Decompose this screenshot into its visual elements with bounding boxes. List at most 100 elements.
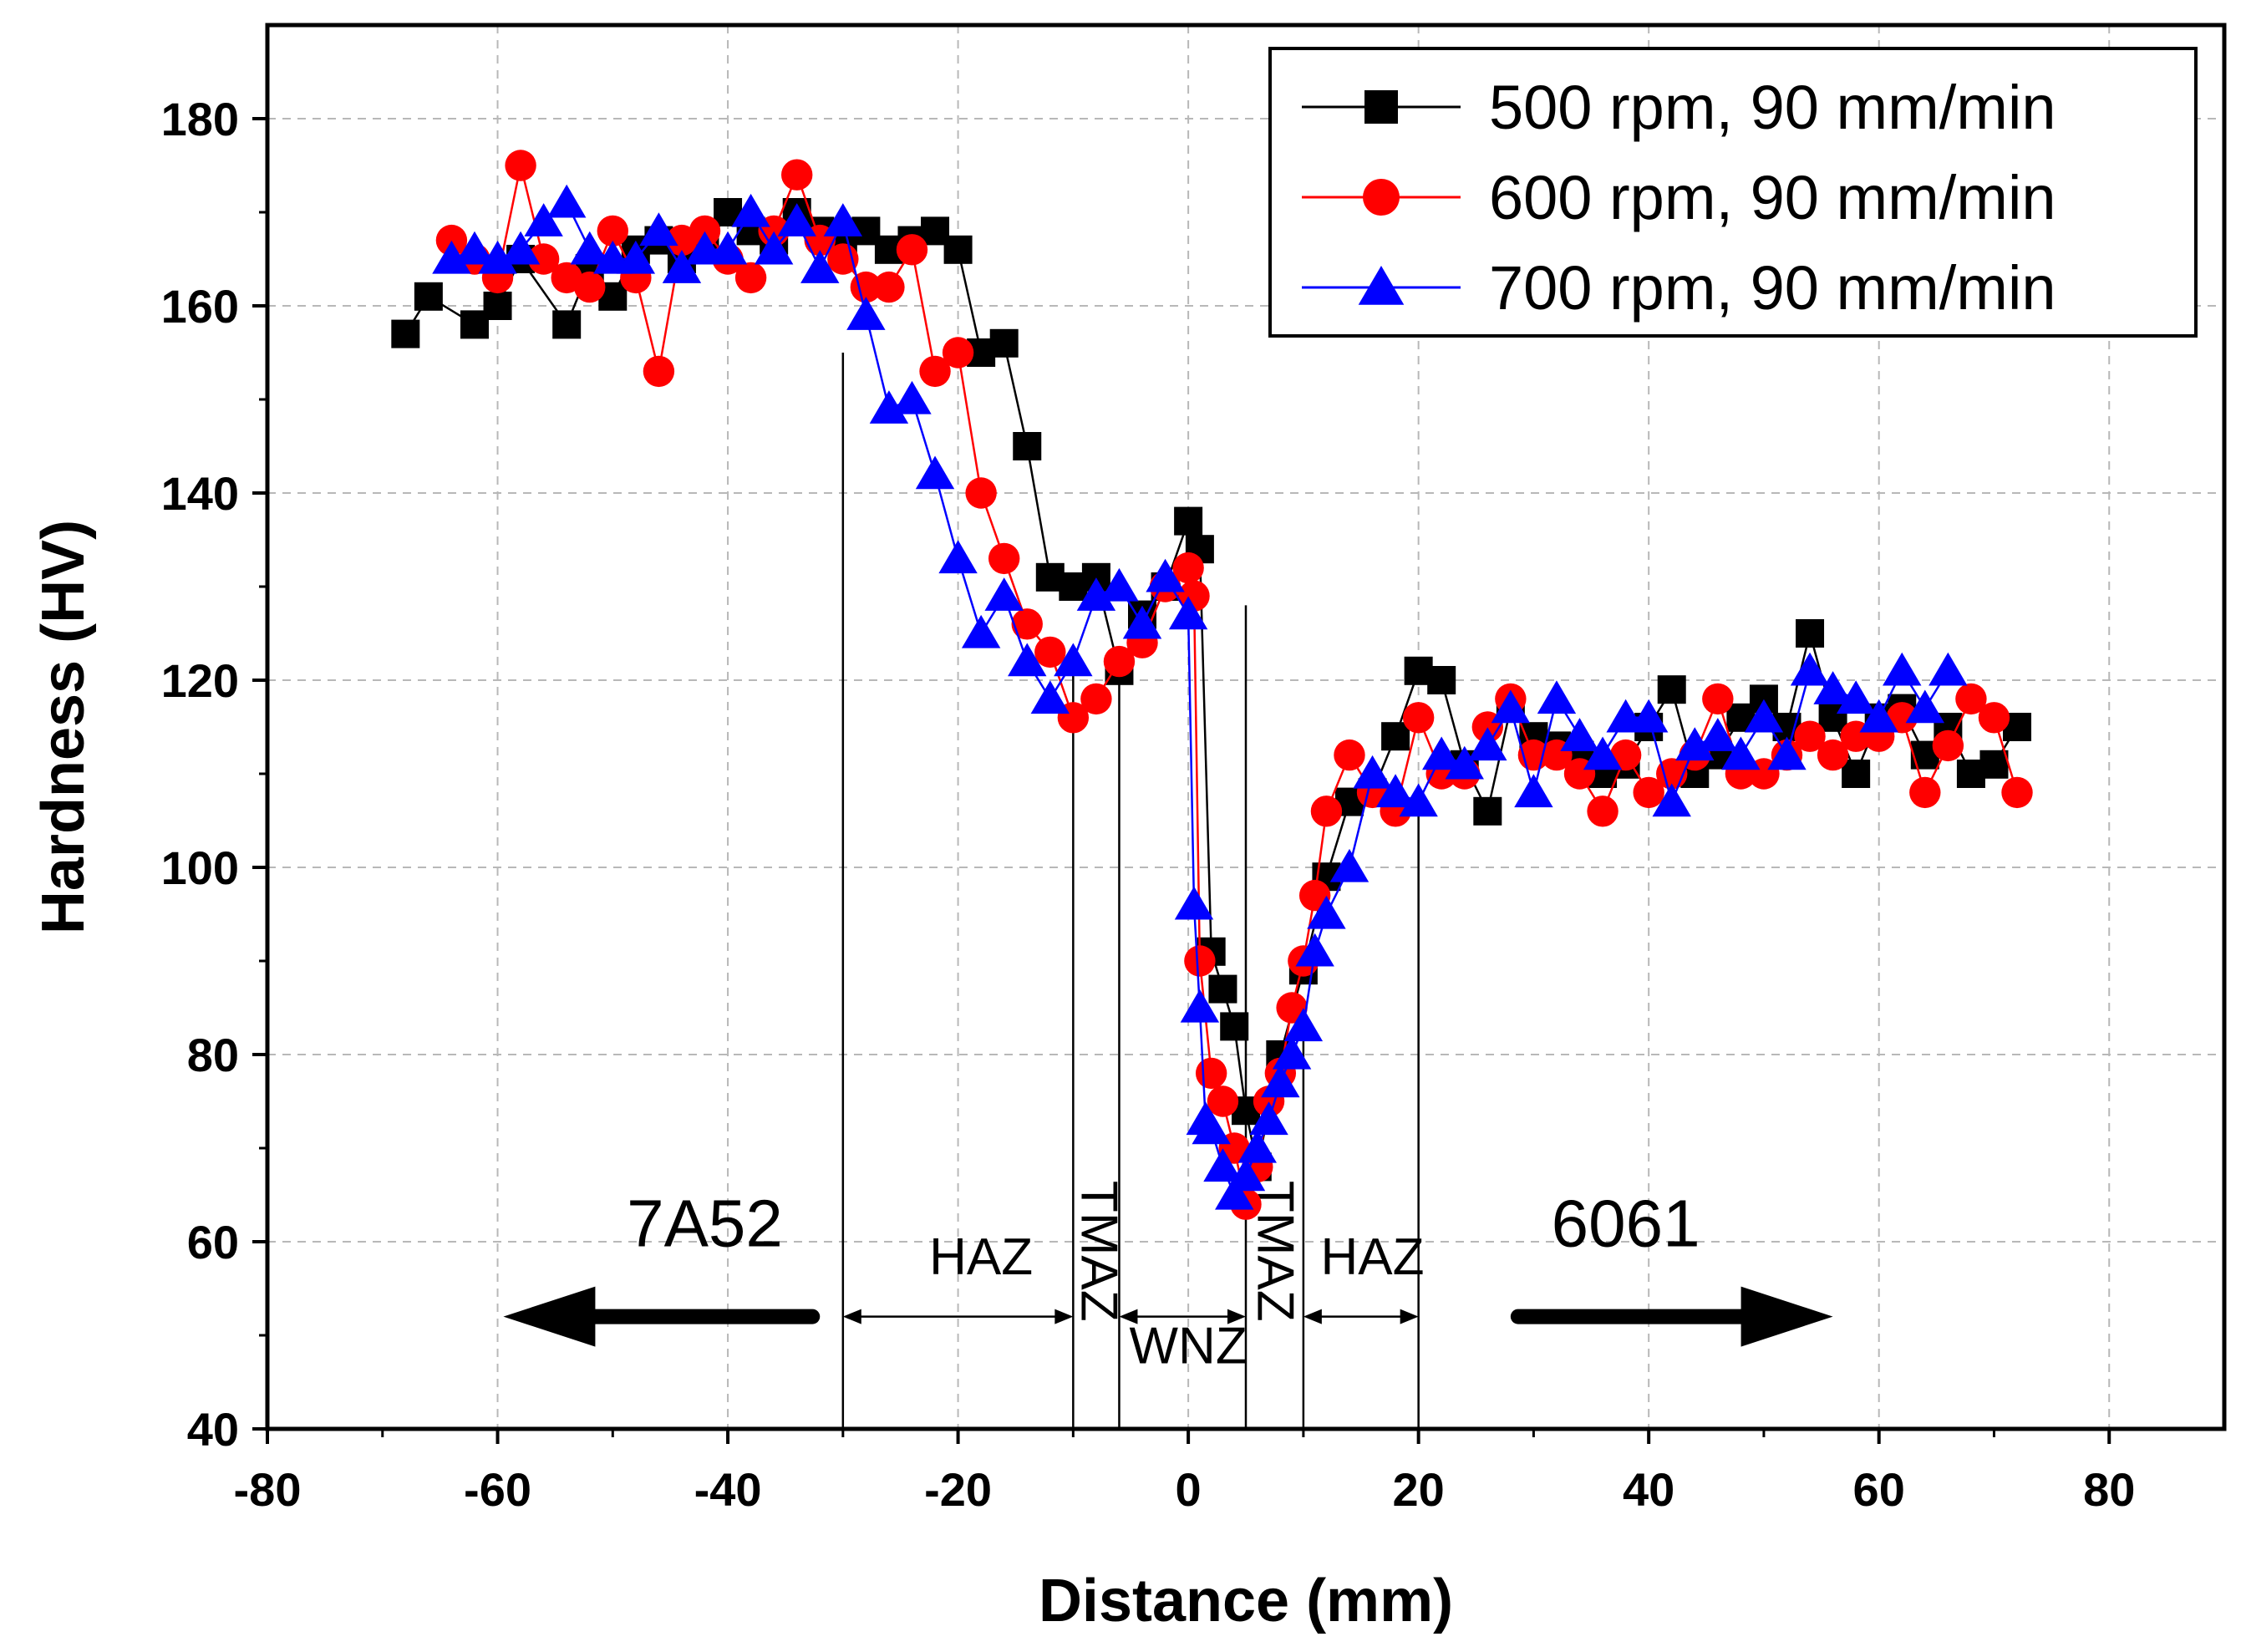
data-point (731, 193, 770, 227)
plot-frame (265, 23, 2227, 1431)
data-point (1207, 1085, 1239, 1117)
data-point (1796, 619, 1825, 648)
material-arrow-shaft (1510, 1309, 1758, 1324)
x-tick-label: 60 (1853, 1463, 1905, 1516)
legend-entry-2: 600 rpm, 90 mm/min (1302, 163, 2056, 232)
data-point (1272, 1035, 1312, 1070)
data-point (1794, 720, 1826, 752)
data-point (478, 240, 517, 274)
material-left-arrow (503, 1286, 821, 1347)
axis-ticks: -80 -60 -40 -20 0 20 40 60 80 40 60 80 100 120 140 160 1… (161, 93, 2136, 1516)
data-point (1192, 1111, 1231, 1145)
data-point (689, 215, 721, 247)
y-tick-label: 100 (161, 841, 239, 894)
data-point (1514, 774, 1553, 808)
y-axis-title: Hardness (HV) (30, 520, 97, 934)
data-point (662, 250, 702, 283)
data-point (1702, 683, 1734, 715)
tmaz-left-label: TMAZ (1070, 1181, 1128, 1322)
zone-arrow-head-right (1054, 1309, 1074, 1324)
data-point (501, 231, 541, 265)
data-point (1698, 718, 1738, 751)
data-point (552, 310, 582, 339)
data-point (1560, 718, 1599, 751)
data-point (1122, 605, 1162, 639)
legend-marker (1363, 179, 1400, 216)
data-point (915, 455, 955, 490)
data-point (1353, 755, 1392, 789)
zone-arrow-head-left (1119, 1309, 1138, 1324)
data-point (1468, 727, 1507, 761)
data-point (1100, 567, 1139, 602)
data-point (616, 240, 656, 274)
legend-label: 600 rpm, 90 mm/min (1489, 163, 2056, 232)
data-point (1249, 1101, 1288, 1136)
data-point (1399, 783, 1438, 817)
legend-entry-3: 700 rpm, 90 mm/min (1302, 253, 2056, 323)
data-point (800, 250, 840, 283)
data-point (1633, 776, 1664, 809)
data-point (1168, 596, 1208, 630)
data-point (1978, 702, 2010, 734)
data-point (781, 159, 813, 191)
data-point (1909, 776, 1941, 809)
zone-arrow-head-right (1227, 1309, 1246, 1324)
data-point (1537, 680, 1577, 714)
data-point (432, 240, 471, 274)
data-point (1790, 652, 1830, 686)
data-point (1583, 736, 1623, 770)
x-axis-title: Distance (mm) (1039, 1568, 1453, 1634)
y-tick-label: 80 (187, 1029, 239, 1081)
x-tick-label: -80 (234, 1463, 302, 1516)
data-point (943, 235, 973, 264)
y-tick-label: 120 (161, 654, 239, 707)
data-point (1905, 689, 1945, 724)
data-point (1180, 989, 1220, 1023)
legend: 500 rpm, 90 mm/min 600 rpm, 90 mm/min 700 … (1268, 47, 2198, 338)
legend-marker (1358, 266, 1405, 305)
data-point (1172, 552, 1204, 584)
data-point (2001, 776, 2033, 809)
material-left-label: 7A52 (627, 1187, 783, 1261)
data-point (1307, 895, 1346, 929)
data-point (1080, 683, 1112, 715)
data-point (754, 231, 794, 265)
haz-left-label: HAZ (929, 1228, 1033, 1286)
haz-right-arrow (1303, 1309, 1419, 1324)
data-point (942, 337, 974, 369)
wnz-arrow (1119, 1309, 1246, 1324)
zone-arrow-head-left (1303, 1309, 1322, 1324)
data-point (892, 380, 932, 414)
data-point (823, 203, 863, 236)
data-point (1721, 736, 1761, 770)
data-point (1813, 671, 1852, 704)
data-point (1473, 796, 1502, 826)
data-point (1208, 974, 1237, 1004)
legend-label: 500 rpm, 90 mm/min (1489, 73, 2056, 142)
data-point (570, 231, 609, 265)
data-point (1034, 636, 1066, 668)
y-tick-label: 40 (187, 1403, 239, 1456)
data-point (1883, 652, 1922, 686)
y-tick-label: 140 (161, 467, 239, 520)
data-point (1427, 666, 1456, 694)
data-point (1375, 774, 1415, 808)
data-point (919, 355, 951, 388)
x-tick-label: 0 (1176, 1463, 1202, 1516)
data-point (455, 231, 495, 265)
data-point (873, 271, 905, 303)
data-point (869, 390, 909, 424)
data-point (1054, 643, 1093, 677)
data-point (639, 212, 678, 247)
data-point (961, 614, 1001, 648)
data-point (965, 477, 997, 509)
data-point (1076, 577, 1116, 611)
data-point (1237, 1129, 1277, 1163)
data-point (435, 224, 468, 257)
material-arrow-shaft (578, 1309, 821, 1324)
data-point (1008, 643, 1047, 677)
x-tick-label: -20 (924, 1463, 992, 1516)
data-point (1629, 699, 1669, 733)
haz-left-arrow (842, 1309, 1074, 1324)
data-point (1842, 760, 1871, 788)
